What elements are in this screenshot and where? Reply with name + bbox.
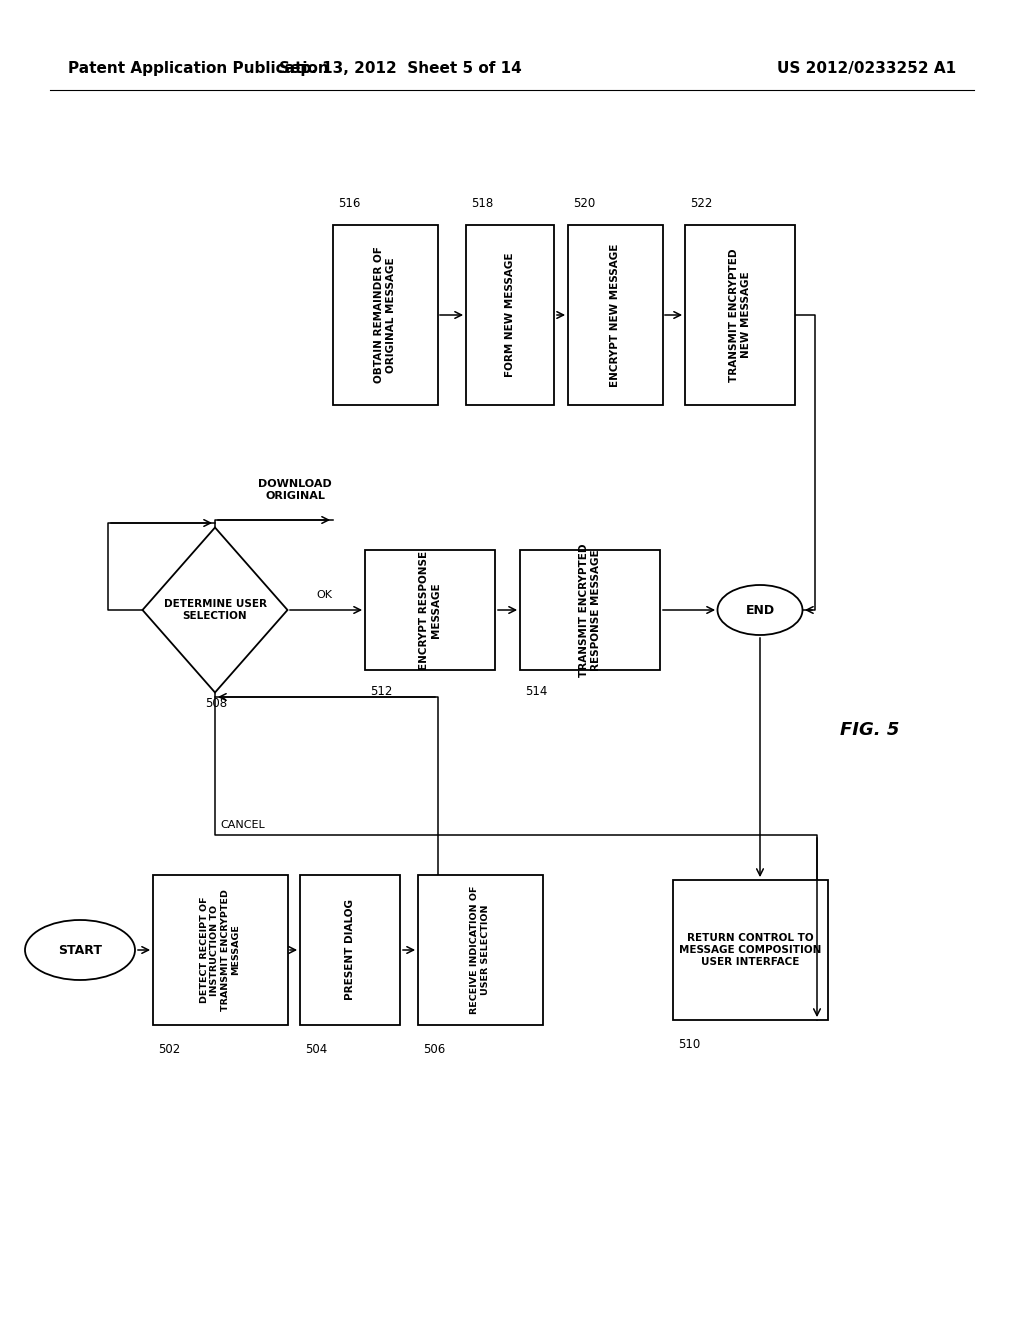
Text: Patent Application Publication: Patent Application Publication [68, 61, 329, 75]
Text: 504: 504 [305, 1043, 328, 1056]
Text: OBTAIN REMAINDER OF
ORIGINAL MESSAGE: OBTAIN REMAINDER OF ORIGINAL MESSAGE [374, 247, 396, 383]
Text: DOWNLOAD
ORIGINAL: DOWNLOAD ORIGINAL [258, 479, 332, 500]
Text: 502: 502 [158, 1043, 180, 1056]
Text: 518: 518 [471, 197, 494, 210]
Text: OK: OK [316, 590, 332, 601]
Text: 512: 512 [370, 685, 392, 698]
Text: RECEIVE INDICATION OF
USER SELECTION: RECEIVE INDICATION OF USER SELECTION [470, 886, 489, 1014]
Text: START: START [58, 944, 102, 957]
Text: 510: 510 [678, 1038, 700, 1051]
Bar [520, 550, 660, 671]
Bar [153, 875, 288, 1026]
Text: ENCRYPT NEW MESSAGE: ENCRYPT NEW MESSAGE [610, 243, 620, 387]
Bar [418, 875, 543, 1026]
Ellipse shape [25, 920, 135, 979]
Text: RETURN CONTROL TO
MESSAGE COMPOSITION
USER INTERFACE: RETURN CONTROL TO MESSAGE COMPOSITION US… [679, 933, 821, 966]
Bar [333, 224, 437, 405]
Text: TRANSMIT ENCRYPTED
NEW MESSAGE: TRANSMIT ENCRYPTED NEW MESSAGE [729, 248, 751, 381]
Text: FORM NEW MESSAGE: FORM NEW MESSAGE [505, 252, 515, 378]
Text: DETECT RECEIPT OF
INSTRUCTION TO
TRANSMIT ENCRYPTED
MESSAGE: DETECT RECEIPT OF INSTRUCTION TO TRANSMI… [200, 890, 240, 1011]
Text: TRANSMIT ENCRYPTED
RESPONSE MESSAGE: TRANSMIT ENCRYPTED RESPONSE MESSAGE [580, 544, 601, 677]
Text: CANCEL: CANCEL [220, 820, 265, 830]
Ellipse shape [718, 585, 803, 635]
Polygon shape [142, 528, 288, 693]
Text: 506: 506 [423, 1043, 445, 1056]
Bar [300, 875, 400, 1026]
Bar [365, 550, 495, 671]
Text: 508: 508 [205, 697, 227, 710]
Bar [673, 880, 827, 1020]
Bar [466, 224, 554, 405]
Text: 514: 514 [525, 685, 548, 698]
Text: Sep. 13, 2012  Sheet 5 of 14: Sep. 13, 2012 Sheet 5 of 14 [279, 61, 521, 75]
Bar [685, 224, 795, 405]
Text: US 2012/0233252 A1: US 2012/0233252 A1 [777, 61, 956, 75]
Text: PRESENT DIALOG: PRESENT DIALOG [345, 899, 355, 1001]
Bar [567, 224, 663, 405]
Text: END: END [745, 603, 774, 616]
Text: 520: 520 [573, 197, 595, 210]
Text: FIG. 5: FIG. 5 [840, 721, 899, 739]
Text: ENCRYPT RESPONSE
MESSAGE: ENCRYPT RESPONSE MESSAGE [419, 550, 440, 669]
Text: 516: 516 [338, 197, 360, 210]
Text: DETERMINE USER
SELECTION: DETERMINE USER SELECTION [164, 599, 266, 620]
Text: 522: 522 [690, 197, 713, 210]
